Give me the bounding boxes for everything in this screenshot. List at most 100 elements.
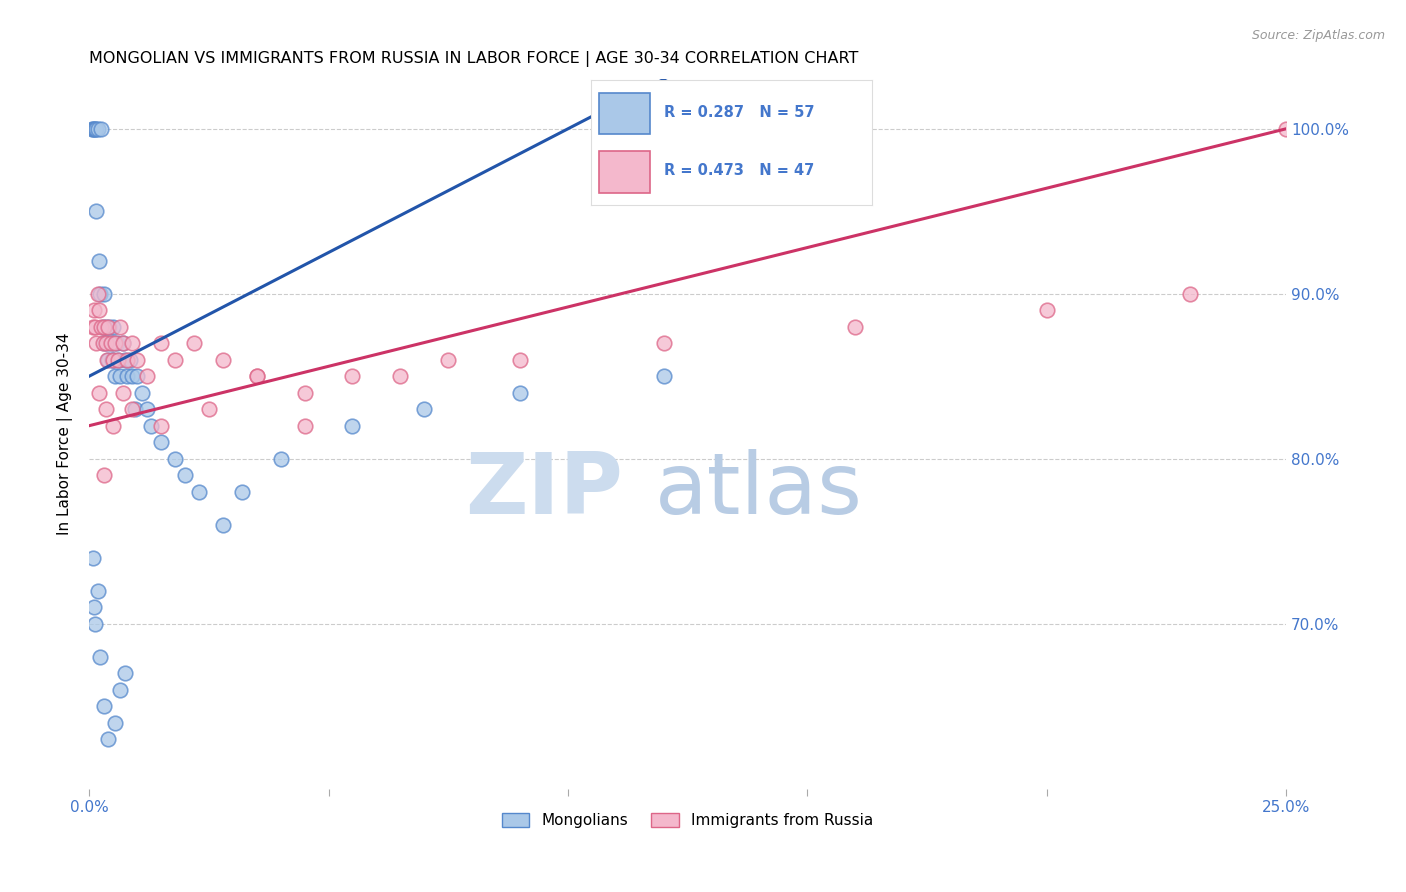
Point	[246, 369, 269, 384]
Point	[101, 352, 124, 367]
Point	[91, 319, 114, 334]
Point	[165, 451, 187, 466]
Point	[90, 121, 112, 136]
Point	[93, 699, 115, 714]
Point	[121, 369, 143, 384]
Point	[114, 352, 136, 367]
Point	[87, 385, 110, 400]
Point	[101, 352, 124, 367]
Point	[270, 451, 292, 466]
Point	[94, 402, 117, 417]
Point	[93, 319, 115, 334]
Point	[110, 369, 132, 384]
Point	[104, 369, 127, 384]
Point	[1275, 121, 1298, 136]
Point	[97, 319, 120, 334]
Point	[83, 616, 105, 631]
Text: R = 0.287   N = 57: R = 0.287 N = 57	[664, 105, 814, 120]
Point	[121, 336, 143, 351]
Point	[135, 369, 157, 384]
Point	[1180, 286, 1202, 301]
Point	[86, 121, 108, 136]
Point	[389, 369, 412, 384]
Text: atlas: atlas	[655, 450, 863, 533]
Point	[100, 336, 122, 351]
Point	[111, 336, 134, 351]
Point	[94, 319, 117, 334]
Point	[118, 352, 141, 367]
Point	[124, 402, 146, 417]
Point	[94, 336, 117, 351]
Point	[1035, 303, 1057, 318]
Point	[86, 336, 108, 351]
Point	[87, 121, 110, 136]
Point	[80, 121, 103, 136]
Point	[844, 319, 866, 334]
Point	[86, 204, 108, 219]
Point	[652, 336, 675, 351]
Point	[231, 484, 253, 499]
Point	[87, 303, 110, 318]
Text: ZIP: ZIP	[465, 450, 623, 533]
Point	[89, 286, 111, 301]
Point	[101, 352, 124, 367]
Point	[110, 319, 132, 334]
Point	[83, 303, 105, 318]
Point	[125, 369, 148, 384]
Point	[437, 352, 460, 367]
Point	[413, 402, 436, 417]
Text: R = 0.473   N = 47: R = 0.473 N = 47	[664, 162, 814, 178]
Point	[294, 418, 316, 433]
Point	[82, 550, 104, 565]
Point	[97, 732, 120, 747]
Text: Source: ZipAtlas.com: Source: ZipAtlas.com	[1251, 29, 1385, 42]
Point	[246, 369, 269, 384]
Point	[117, 352, 139, 367]
Point	[90, 319, 112, 334]
Point	[188, 484, 211, 499]
Point	[93, 336, 115, 351]
Point	[131, 385, 153, 400]
Point	[101, 319, 124, 334]
Point	[198, 402, 221, 417]
Point	[93, 468, 115, 483]
Legend: Mongolians, Immigrants from Russia: Mongolians, Immigrants from Russia	[496, 806, 879, 834]
Point	[342, 369, 364, 384]
Point	[125, 352, 148, 367]
Point	[82, 121, 104, 136]
Point	[100, 336, 122, 351]
Point	[212, 517, 235, 532]
Point	[110, 682, 132, 697]
Point	[183, 336, 205, 351]
Point	[107, 352, 129, 367]
Point	[97, 352, 120, 367]
Point	[91, 336, 114, 351]
Point	[107, 352, 129, 367]
Point	[174, 468, 197, 483]
Point	[82, 319, 104, 334]
Point	[83, 319, 105, 334]
Point	[652, 369, 675, 384]
Point	[87, 583, 110, 598]
Point	[83, 121, 105, 136]
Point	[294, 385, 316, 400]
Text: MONGOLIAN VS IMMIGRANTS FROM RUSSIA IN LABOR FORCE | AGE 30-34 CORRELATION CHART: MONGOLIAN VS IMMIGRANTS FROM RUSSIA IN L…	[89, 51, 859, 67]
Bar	[599, 93, 650, 134]
Point	[96, 352, 118, 367]
Point	[149, 435, 172, 450]
Point	[121, 402, 143, 417]
Point	[342, 418, 364, 433]
Bar	[599, 152, 650, 193]
Point	[105, 336, 128, 351]
Point	[212, 352, 235, 367]
Point	[104, 336, 127, 351]
Point	[149, 418, 172, 433]
Point	[87, 286, 110, 301]
Point	[98, 319, 121, 334]
Point	[111, 385, 134, 400]
Point	[114, 666, 136, 681]
Point	[87, 253, 110, 268]
Point	[104, 715, 127, 730]
Point	[93, 286, 115, 301]
Point	[103, 336, 125, 351]
